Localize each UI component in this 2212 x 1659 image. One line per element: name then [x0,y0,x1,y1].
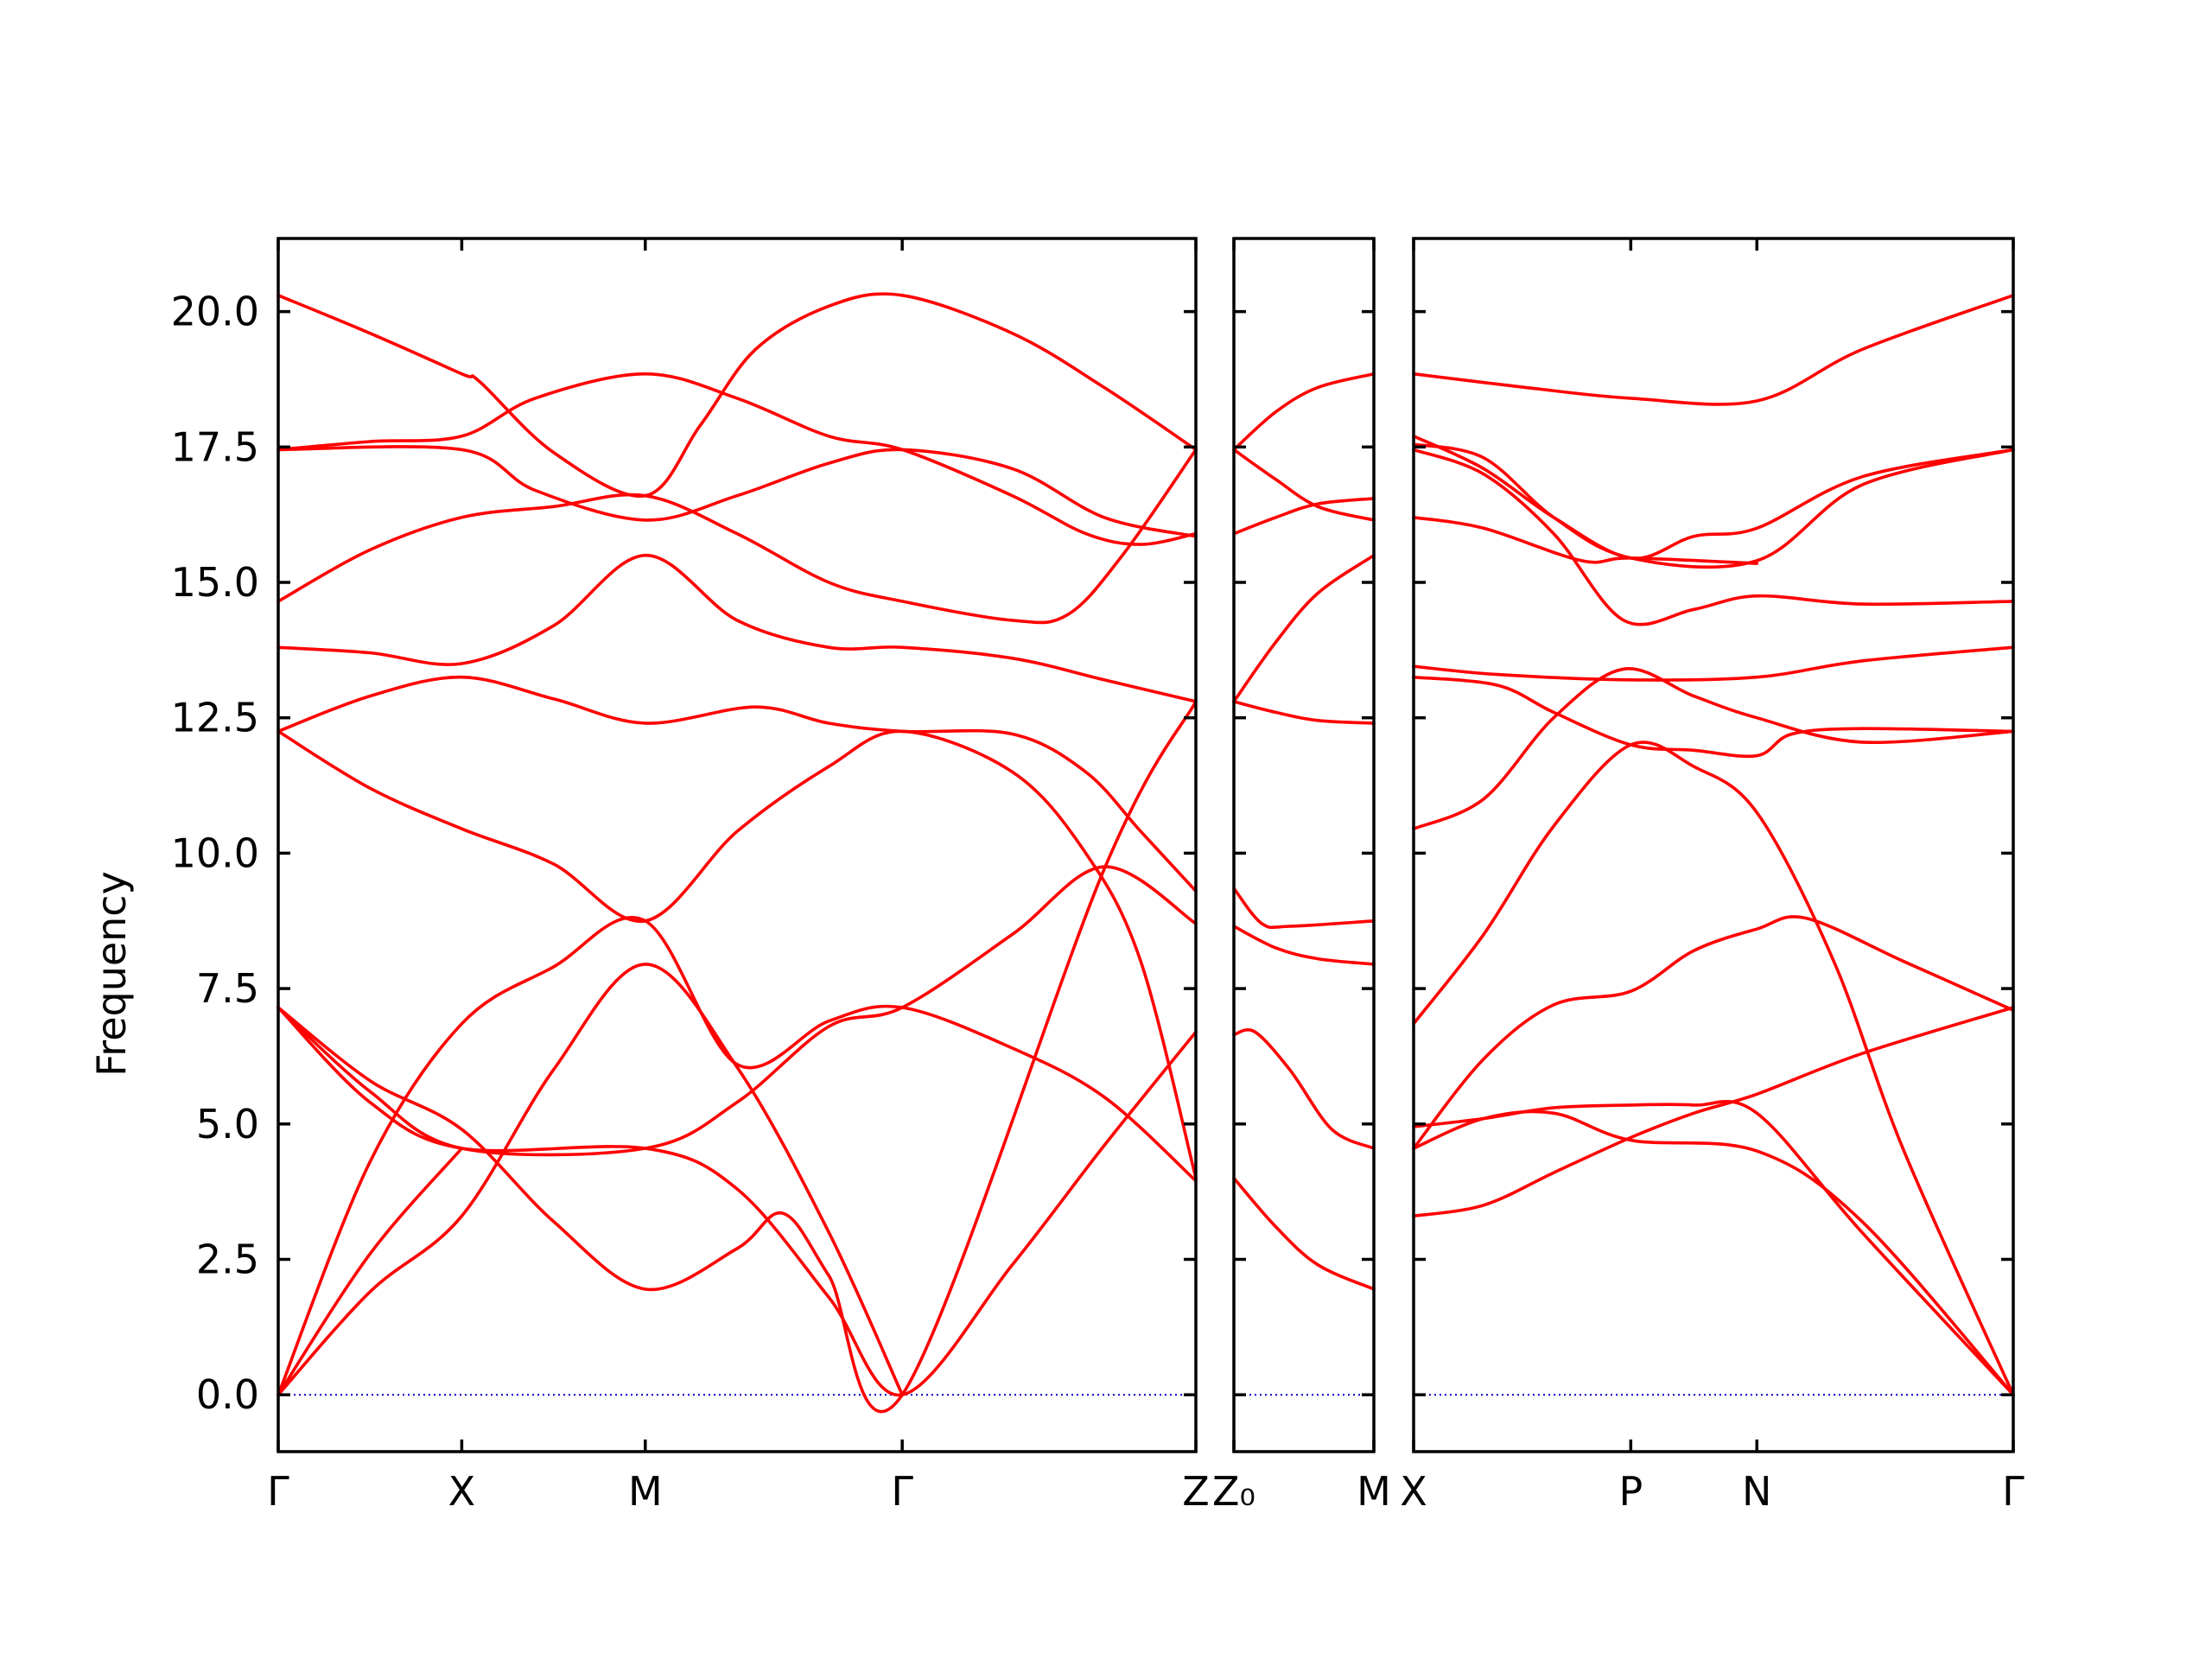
band-line-9 [1232,1176,1376,1291]
x-tick-label: Γ [2002,1468,2024,1515]
band-line-10 [276,1006,1198,1397]
band-line-9 [276,700,1198,1414]
band-line-8 [276,865,1198,1157]
x-tick-label: P [1618,1468,1643,1515]
panel-frame [1412,237,2015,1453]
x-tick-label: M [1357,1468,1391,1515]
band-line-2 [1412,435,2015,560]
band-line-4 [1412,442,2015,569]
band-line-11 [1412,1109,2015,1396]
y-tick-label: 15.0 [171,559,259,606]
x-tick-label: Γ [891,1468,913,1515]
band-line-3 [1412,448,2015,626]
panel-3 [1412,237,2015,1453]
x-tick-label: X [448,1468,476,1515]
x-tick-label: Γ [267,1468,289,1515]
band-line-6 [1412,645,2015,682]
y-tick-label: 12.5 [171,695,259,741]
panel-2 [1232,237,1376,1453]
panel-frame [1232,237,1376,1453]
band-line-1 [276,292,1198,499]
band-line-5 [1412,516,1759,565]
x-tick-label: Z [1182,1468,1210,1515]
band-line-12 [276,963,904,1396]
band-line-6 [1232,887,1376,930]
y-tick-label: 5.0 [196,1101,259,1147]
band-line-1 [1412,294,2015,406]
band-line-1 [1232,372,1376,452]
band-line-3 [276,445,1198,538]
band-line-13 [276,1147,464,1396]
band-line-7 [1232,925,1376,966]
band-line-10 [1412,1099,2015,1396]
band-line-3 [1232,497,1376,536]
band-line-5 [1232,700,1376,725]
band-line-5 [276,553,1198,703]
band-line-7 [276,729,1198,1180]
band-line-2 [276,372,1198,546]
band-line-9 [1412,741,2015,1396]
band-line-7 [1412,675,2015,759]
y-axis-title: Frequency [88,871,135,1077]
x-tick-label: N [1742,1468,1771,1515]
x-tick-label: X [1400,1468,1427,1515]
y-tick-label: 10.0 [171,830,259,876]
band-line-12 [1412,915,2015,1150]
band-line-2 [1232,448,1376,522]
y-tick-label: 17.5 [171,423,259,470]
y-tick-label: 2.5 [196,1236,259,1282]
band-line-8 [1232,1028,1376,1150]
y-tick-label: 0.0 [196,1371,259,1418]
x-tick-label: M [628,1468,663,1515]
panel-1 [276,237,1198,1453]
band-line-4 [1232,553,1376,703]
band-line-6 [276,675,1198,893]
band-line-8 [1412,667,2015,830]
band-line-4 [276,448,1198,625]
x-tick-label: Z₀ [1212,1468,1255,1515]
band-line-13 [1412,1006,2015,1218]
y-tick-label: 7.5 [196,965,259,1012]
y-tick-label: 20.0 [171,289,259,335]
panel-frame [276,237,1198,1453]
